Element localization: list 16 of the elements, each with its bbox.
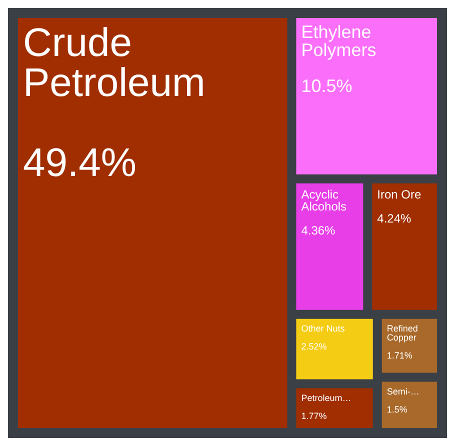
data-label: 49.4% <box>23 141 136 185</box>
category-label: Petroleum… <box>301 392 352 403</box>
data-label: 1.5% <box>386 404 408 414</box>
category-label: Crude Petroleum <box>23 21 206 105</box>
category-label: Semi-… <box>386 386 420 396</box>
data-label: 10.5% <box>301 76 352 96</box>
data-label: 1.77% <box>301 410 327 421</box>
category-label: Refined Copper <box>386 323 420 342</box>
data-label: 1.71% <box>386 350 412 360</box>
category-label: Acyclic Alcohols <box>301 187 347 214</box>
category-label: Iron Ore <box>377 187 422 202</box>
data-label: 4.36% <box>301 223 336 238</box>
category-label: Ethylene Polymers <box>301 22 376 60</box>
data-label: 4.24% <box>377 211 412 226</box>
data-label: 2.52% <box>301 341 327 352</box>
category-label: Other Nuts <box>301 323 346 334</box>
